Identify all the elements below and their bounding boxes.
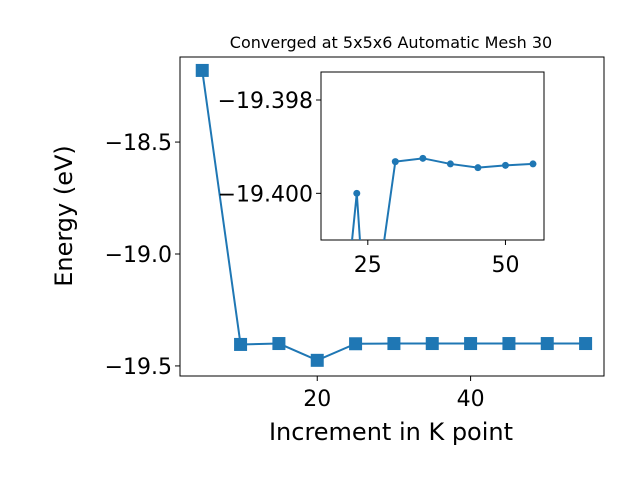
inset-data-point — [353, 189, 361, 197]
main-data-point — [272, 337, 286, 351]
main-data-point — [425, 337, 439, 351]
inset-data-point — [474, 164, 482, 172]
inset-data-point — [419, 154, 427, 162]
y-axis-label: Energy (eV) — [50, 145, 78, 287]
main-y-tick-label: −18.5 — [105, 131, 172, 156]
inset-data-point — [501, 161, 509, 169]
main-data-point — [464, 337, 478, 351]
inset-y-tick-label: −19.400 — [218, 182, 313, 207]
main-data-point — [579, 337, 593, 351]
inset-series-group — [351, 154, 537, 240]
main-x-tick-label: 20 — [303, 387, 331, 412]
inset-x-tick-label: 25 — [354, 253, 382, 278]
main-data-point — [502, 337, 516, 351]
inset-data-point — [391, 158, 399, 166]
main-y-tick-label: −19.5 — [105, 355, 172, 380]
chart-title: Converged at 5x5x6 Automatic Mesh 30 — [230, 33, 552, 52]
inset-data-point — [529, 160, 537, 168]
inset-y-tick-label: −19.398 — [218, 89, 313, 114]
main-data-point — [387, 337, 401, 351]
main-data-point — [234, 337, 248, 351]
inset-x-tick-label: 50 — [491, 253, 519, 278]
main-data-point — [195, 63, 209, 77]
main-data-point — [310, 353, 324, 367]
main-data-point — [540, 337, 554, 351]
main-x-tick-label: 40 — [457, 387, 485, 412]
main-y-tick-label: −19.0 — [105, 243, 172, 268]
main-data-point — [349, 337, 363, 351]
main-series-group — [195, 63, 593, 367]
inset-data-point — [446, 160, 454, 168]
x-axis-label: Increment in K point — [269, 418, 513, 446]
